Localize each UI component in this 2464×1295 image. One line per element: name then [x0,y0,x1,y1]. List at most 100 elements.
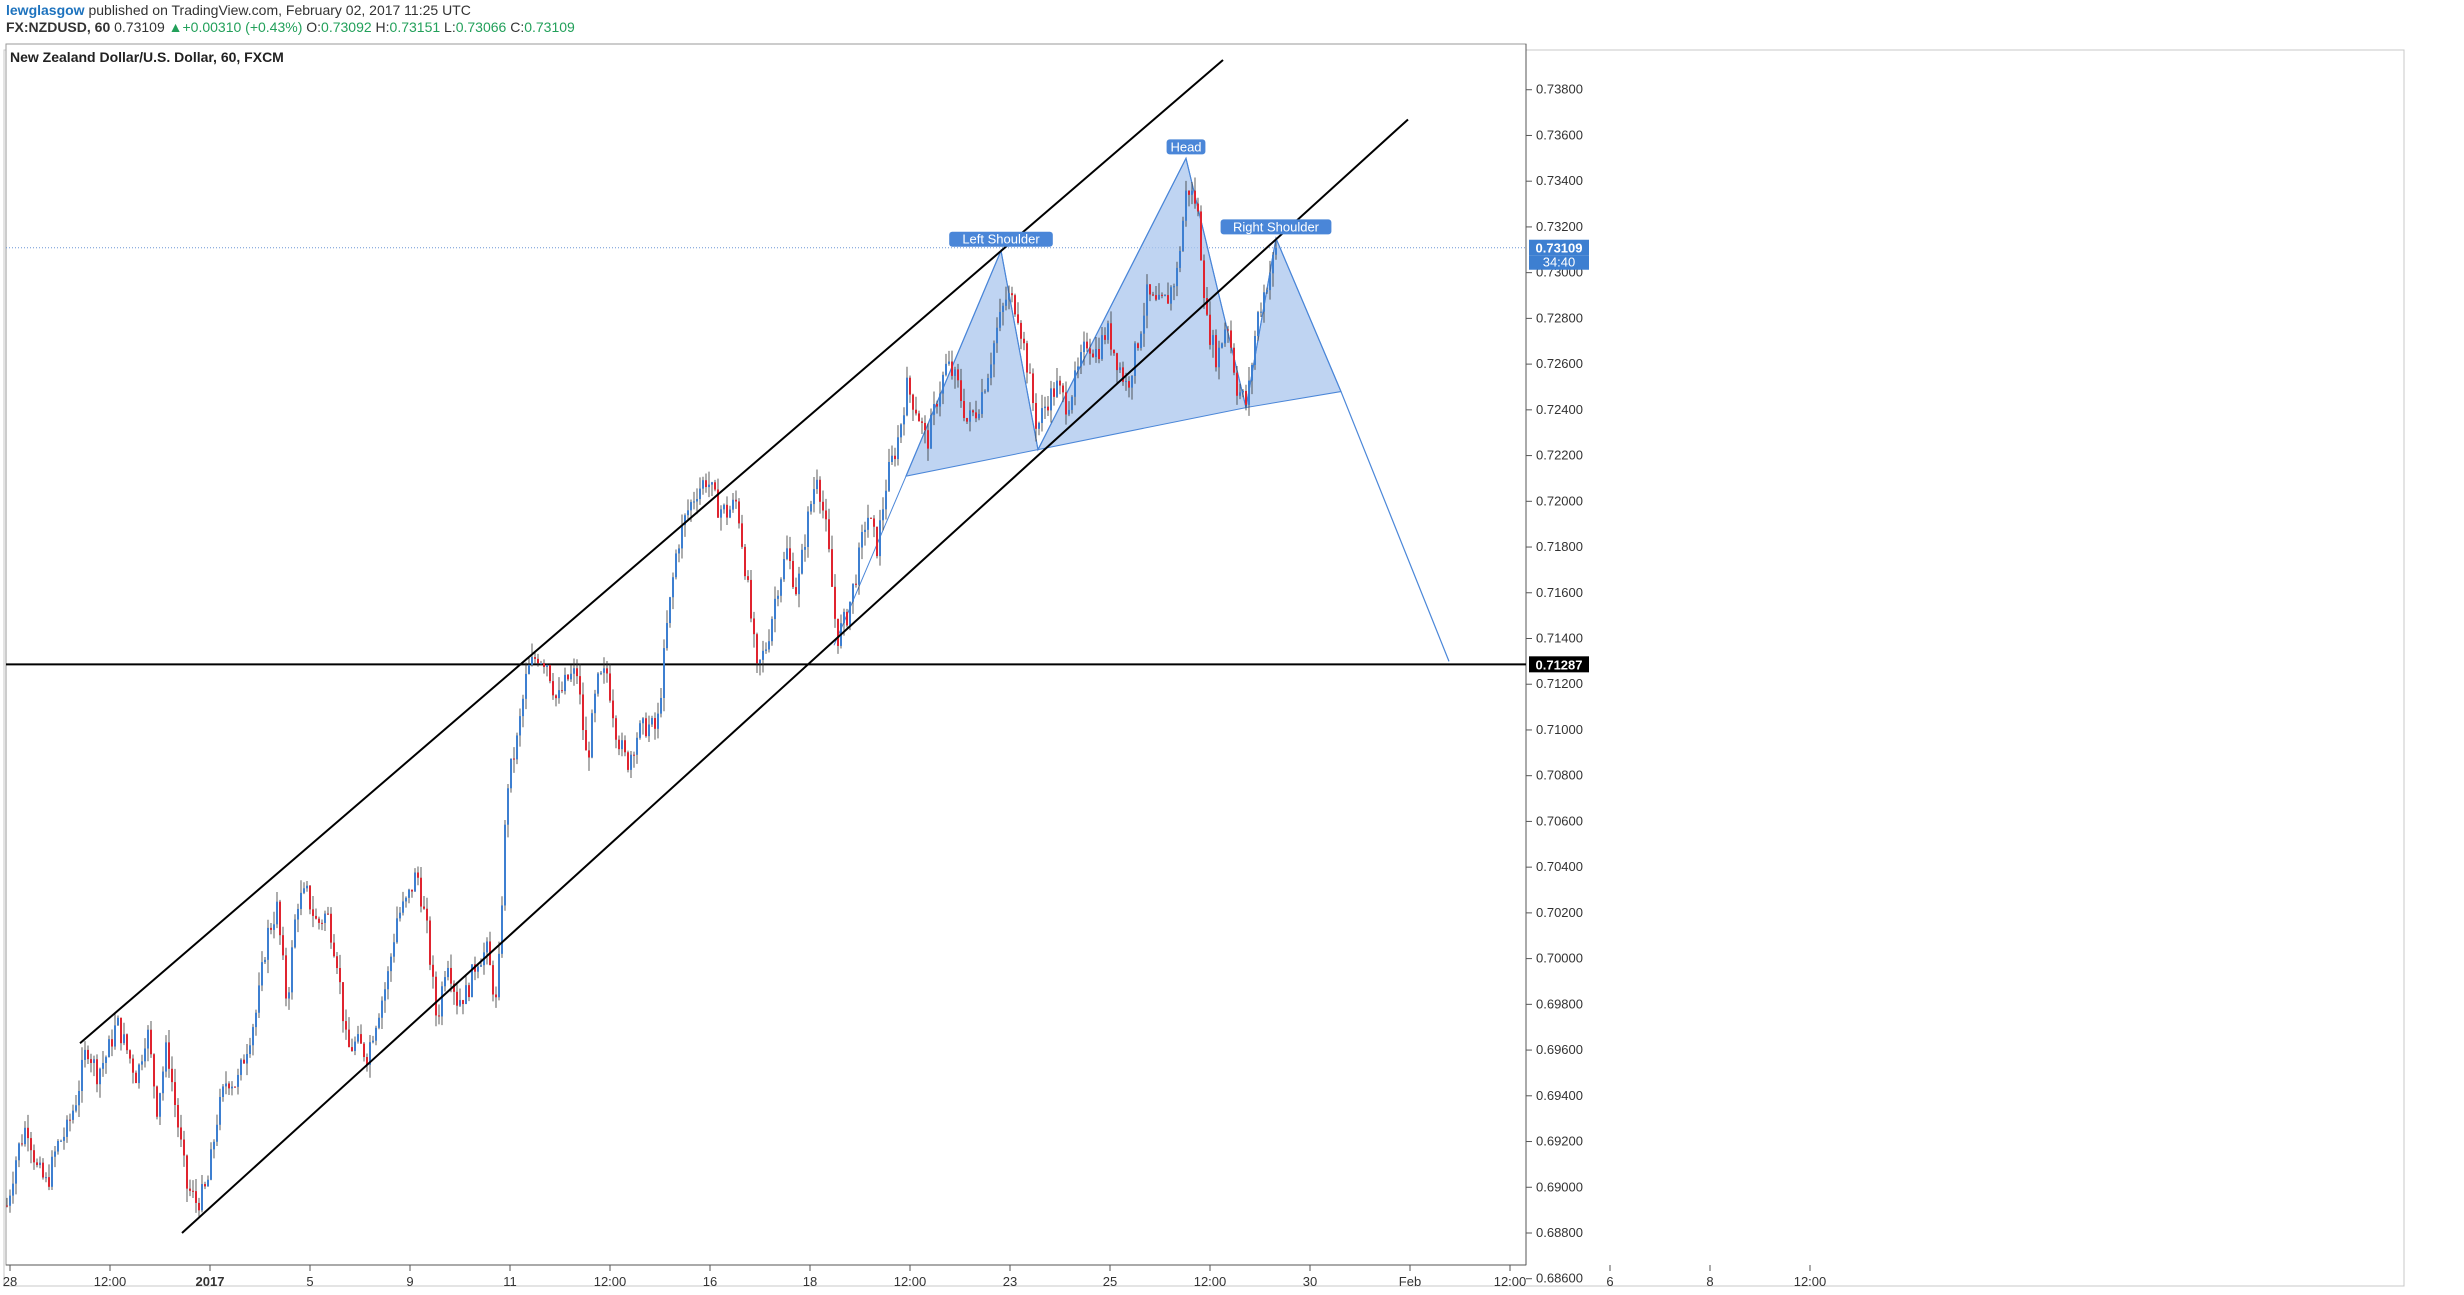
candle-body [528,664,530,674]
time-tick-label: 12:00 [1494,1274,1527,1289]
candle-body [663,648,665,698]
candle-body [546,665,548,667]
price-axis[interactable]: 0.738000.736000.734000.732000.730000.728… [1526,82,1583,1286]
candle-body [1086,341,1088,349]
candle-body [963,401,965,418]
candle-body [1131,375,1133,388]
candle-body [636,737,638,755]
label-right-shoulder: Right Shoulder [1233,219,1320,234]
price-tick-label: 0.69400 [1536,1088,1583,1103]
candle-body [453,983,455,992]
channel-lower-line[interactable] [181,118,1409,1234]
time-tick-label: 16 [703,1274,717,1289]
candle-body [294,919,296,948]
label-left-shoulder: Left Shoulder [962,232,1040,247]
time-axis[interactable]: 28 12:00 2017 5 9 11 12:00 16 18 12:00 23 25 12:00 30… [3,1265,1827,1289]
candle-body [1119,367,1121,371]
candle-body [1041,408,1043,424]
candle-body [141,1061,143,1065]
candle-body [837,618,839,646]
candle-body [276,901,278,925]
candle-body [594,693,596,714]
change-value: +0.00310 (+0.43%) [182,19,303,35]
candle-body [471,964,473,998]
time-tick-label: 18 [803,1274,817,1289]
candle-body [612,700,614,719]
candle-body [69,1119,71,1121]
candle-body [1017,314,1019,323]
price-tick-label: 0.72800 [1536,310,1583,325]
candle-body [192,1190,194,1192]
projection-line[interactable] [1340,391,1450,662]
candle-body [858,547,860,585]
candle-body [501,905,503,954]
candle-body [1275,247,1277,255]
candle-body [324,913,326,923]
price-tick-label: 0.72400 [1536,402,1583,417]
candle-body [798,573,800,595]
horizontal-level[interactable] [6,247,1526,666]
candle-body [630,754,632,770]
candle-body [1101,335,1103,360]
candle-body [255,1012,257,1028]
candle-body [768,641,770,650]
candle-body [63,1136,65,1141]
candle-body [1182,220,1184,252]
candle-body [1014,295,1016,315]
candle-body [237,1074,239,1087]
candle-body [735,499,737,502]
candle-body [1065,392,1067,415]
candle-body [516,735,518,760]
candle-body [849,601,851,626]
candle-body [957,369,959,381]
candle-body [1170,287,1172,304]
trend-channel[interactable] [79,59,1409,1234]
candle-body [522,698,524,717]
candle-body [72,1110,74,1120]
candle-body [606,668,608,674]
candle-body [1203,260,1205,299]
candle-body [189,1188,191,1191]
candle-body [1251,364,1253,381]
candle-body [447,967,449,978]
candle-body [711,482,713,485]
candle-body [813,489,815,505]
price-tick-label: 0.72600 [1536,356,1583,371]
price-tick-label: 0.70600 [1536,813,1583,828]
candle-body [576,668,578,677]
candle-body [549,665,551,682]
candle-body [828,519,830,550]
last-price-tag [1529,239,1589,256]
candle-body [783,559,785,580]
candle-body [282,935,284,956]
candle-body [1008,293,1010,300]
candle-body [132,1058,134,1073]
candle-body [444,977,446,987]
candle-body [1134,343,1136,376]
channel-upper-line[interactable] [79,59,1224,1044]
candle-body [669,597,671,624]
candle-body [801,549,803,574]
candle-body [1137,343,1139,348]
candle-body [789,548,791,562]
candle-body [1269,273,1271,291]
candle-body [477,966,479,972]
candle-body [960,380,962,402]
candle-body [660,697,662,714]
candle-body [1044,406,1046,409]
author-link[interactable]: lewglasgow [6,2,85,18]
candle-body [531,657,533,665]
candle-body [219,1096,221,1125]
candle-body [834,586,836,619]
candle-body [729,509,731,518]
candle-body [717,489,719,518]
published-text: published on TradingView.com, February 0… [84,2,471,18]
time-tick-label: Feb [1399,1274,1421,1289]
candle-body [1011,293,1013,296]
candle-body [150,1029,152,1055]
candle-body [168,1042,170,1069]
candle-body [48,1177,50,1187]
candle-body [162,1071,164,1094]
price-tick-label: 0.68800 [1536,1225,1583,1240]
